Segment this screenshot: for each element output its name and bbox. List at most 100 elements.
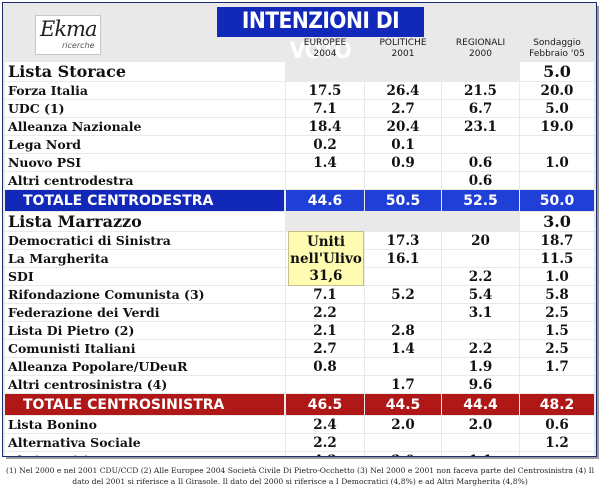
total-cell-totale-centrodestra-col-1: 44.6 [286, 190, 364, 211]
value-cell-alternativa-sociale-col-2 [365, 434, 441, 451]
value-cell-forza-italia-col-1: 17.5 [286, 82, 364, 99]
total-cell-totale-centrosinistra-col-2: 44.5 [365, 394, 441, 415]
row-label-altri-centrodestra: Altri centrodestra [5, 172, 285, 189]
value-cell-lista-di-pietro-2-col-1: 2.1 [286, 322, 364, 339]
value-cell-lista-bonino-col-3: 2.0 [442, 416, 519, 433]
value-cell-udc-1-col-4: 5.0 [520, 100, 594, 117]
value-cell-nuovo-psi-col-3: 0.6 [442, 154, 519, 171]
value-cell-alleanza-nazionale-col-1: 18.4 [286, 118, 364, 135]
value-cell-federazione-dei-verdi-col-4: 2.5 [520, 304, 594, 321]
value-cell-alleanza-popolare-udeur-col-3: 1.9 [442, 358, 519, 375]
column-header-regionali-2000: REGIONALI 2000 [455, 38, 506, 59]
value-cell-lega-nord-col-4 [520, 136, 594, 153]
value-cell-alternativa-sociale-col-1: 2.2 [286, 434, 364, 451]
row-label-sdi: SDI [5, 268, 285, 285]
value-cell-alleanza-popolare-udeur-col-2 [365, 358, 441, 375]
value-cell-alleanza-nazionale-col-3: 23.1 [442, 118, 519, 135]
value-cell-udc-1-col-2: 2.7 [365, 100, 441, 117]
total-row-label-totale-centrodestra: TOTALE CENTRODESTRA [5, 190, 284, 211]
value-cell-alternativa-sociale-col-4: 1.2 [520, 434, 594, 451]
value-cell-democratici-di-sinistra-col-2: 17.3 [365, 232, 441, 249]
value-cell-democratici-di-sinistra-col-3: 20 [442, 232, 519, 249]
total-cell-totale-centrodestra-col-4: 50.0 [520, 190, 594, 211]
merged-note-line-3: 31,6 [309, 268, 343, 284]
value-cell-udc-1-col-3: 6.7 [442, 100, 519, 117]
ekma-logo: Ekma ricerche [35, 15, 101, 55]
merged-note-line-1: Uniti [306, 234, 346, 250]
column-header-europee-2004: EUROPEE 2004 [303, 38, 347, 59]
value-cell-comunisti-italiani-col-1: 2.7 [286, 340, 364, 357]
row-label-alleanza-nazionale: Alleanza Nazionale [5, 118, 285, 135]
value-cell-comunisti-italiani-col-2: 1.4 [365, 340, 441, 357]
value-cell-la-margherita-col-2: 16.1 [365, 250, 441, 267]
value-cell-alleanza-popolare-udeur-col-4: 1.7 [520, 358, 594, 375]
value-cell-forza-italia-col-4: 20.0 [520, 82, 594, 99]
value-cell-altri-partiti-col-3: 1.1 [442, 452, 519, 456]
total-row-label-totale-centrosinistra: TOTALE CENTROSINISTRA [5, 394, 284, 415]
value-cell-lista-marrazzo-col-2 [365, 212, 441, 231]
value-cell-rifondazione-comunista-3-col-1: 7.1 [286, 286, 364, 303]
value-cell-nuovo-psi-col-2: 0.9 [365, 154, 441, 171]
row-label-alternativa-sociale: Alternativa Sociale [5, 434, 285, 451]
value-cell-nuovo-psi-col-1: 1.4 [286, 154, 364, 171]
row-label-lista-di-pietro-2: Lista Di Pietro (2) [5, 322, 285, 339]
value-cell-lista-storace-col-4: 5.0 [520, 62, 594, 81]
value-cell-forza-italia-col-3: 21.5 [442, 82, 519, 99]
total-cell-totale-centrosinistra-col-4: 48.2 [520, 394, 594, 415]
value-cell-lega-nord-col-1: 0.2 [286, 136, 364, 153]
value-cell-lista-storace-col-3 [442, 62, 519, 81]
row-label-comunisti-italiani: Comunisti Italiani [5, 340, 285, 357]
total-cell-totale-centrodestra-col-2: 50.5 [365, 190, 441, 211]
row-label-udc-1: UDC (1) [5, 100, 285, 117]
total-cell-totale-centrosinistra-col-3: 44.4 [442, 394, 519, 415]
chart-title: INTENZIONI DI VOTO [217, 7, 424, 64]
value-cell-lista-storace-col-1 [286, 62, 364, 81]
value-cell-rifondazione-comunista-3-col-3: 5.4 [442, 286, 519, 303]
value-cell-altri-centrosinistra-4-col-1 [286, 376, 364, 393]
logo-sub-text: ricerche [62, 41, 95, 50]
value-cell-altri-partiti-col-4 [520, 452, 594, 456]
value-cell-lista-bonino-col-1: 2.4 [286, 416, 364, 433]
logo-main-text: Ekma [40, 17, 97, 41]
value-cell-altri-centrodestra-col-3: 0.6 [442, 172, 519, 189]
row-label-rifondazione-comunista-3: Rifondazione Comunista (3) [5, 286, 285, 303]
value-cell-lega-nord-col-2: 0.1 [365, 136, 441, 153]
value-cell-la-margherita-col-4: 11.5 [520, 250, 594, 267]
value-cell-lista-bonino-col-2: 2.0 [365, 416, 441, 433]
value-cell-lista-marrazzo-col-3 [442, 212, 519, 231]
value-cell-lista-di-pietro-2-col-2: 2.8 [365, 322, 441, 339]
value-cell-altri-centrodestra-col-1 [286, 172, 364, 189]
value-cell-altri-centrodestra-col-2 [365, 172, 441, 189]
total-cell-totale-centrosinistra-col-1: 46.5 [286, 394, 364, 415]
value-cell-federazione-dei-verdi-col-2 [365, 304, 441, 321]
uniti-nell-ulivo-merged-cell: Uniti nell'Ulivo 31,6 [288, 231, 364, 286]
value-cell-alleanza-nazionale-col-4: 19.0 [520, 118, 594, 135]
value-cell-la-margherita-col-3 [442, 250, 519, 267]
value-cell-lista-bonino-col-4: 0.6 [520, 416, 594, 433]
value-cell-democratici-di-sinistra-col-4: 18.7 [520, 232, 594, 249]
row-label-lista-storace: Lista Storace [5, 62, 285, 81]
value-cell-alternativa-sociale-col-3 [442, 434, 519, 451]
row-label-altri-partiti: Altri partiti [5, 452, 285, 456]
value-cell-udc-1-col-1: 7.1 [286, 100, 364, 117]
value-cell-alleanza-nazionale-col-2: 20.4 [365, 118, 441, 135]
value-cell-sdi-col-3: 2.2 [442, 268, 519, 285]
value-cell-lista-di-pietro-2-col-4: 1.5 [520, 322, 594, 339]
column-header-sondaggio-febbraio-05: Sondaggio Febbraio '05 [529, 38, 585, 59]
merged-note-line-2: nell'Ulivo [290, 251, 362, 267]
value-cell-lista-di-pietro-2-col-3 [442, 322, 519, 339]
value-cell-lega-nord-col-3 [442, 136, 519, 153]
value-cell-forza-italia-col-2: 26.4 [365, 82, 441, 99]
row-label-democratici-di-sinistra: Democratici di Sinistra [5, 232, 285, 249]
value-cell-lista-marrazzo-col-4: 3.0 [520, 212, 594, 231]
value-cell-nuovo-psi-col-4: 1.0 [520, 154, 594, 171]
value-cell-altri-partiti-col-1: 4.3 [286, 452, 364, 456]
row-label-altri-centrosinistra-4: Altri centrosinistra (4) [5, 376, 285, 393]
value-cell-lista-storace-col-2 [365, 62, 441, 81]
value-cell-comunisti-italiani-col-3: 2.2 [442, 340, 519, 357]
value-cell-alleanza-popolare-udeur-col-1: 0.8 [286, 358, 364, 375]
row-label-federazione-dei-verdi: Federazione dei Verdi [5, 304, 285, 321]
column-header-politiche-2001: POLITICHE 2001 [379, 38, 427, 59]
row-label-forza-italia: Forza Italia [5, 82, 285, 99]
value-cell-altri-centrosinistra-4-col-2: 1.7 [365, 376, 441, 393]
